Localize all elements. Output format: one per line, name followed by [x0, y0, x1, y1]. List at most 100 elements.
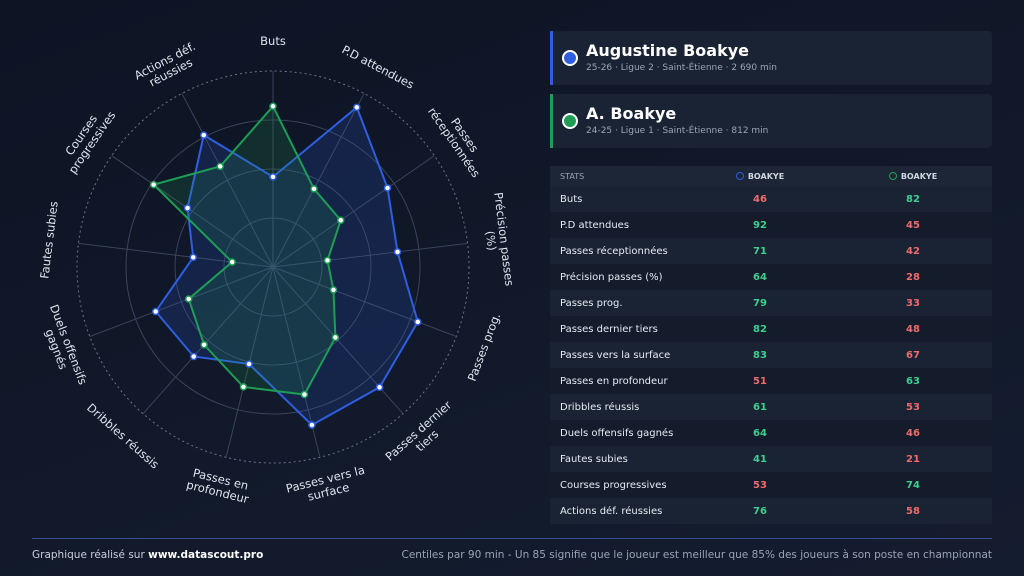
legend-entry: BOAKYE: [873, 172, 953, 181]
table-row: Courses progressives 53 74: [550, 472, 992, 498]
player-card: Augustine Boakye 25-26 · Ligue 2 · Saint-…: [550, 31, 992, 85]
stat-value: 53: [753, 480, 767, 491]
point: [228, 258, 236, 266]
credit-site[interactable]: www.datascout.pro: [148, 549, 264, 561]
table-row: P.D attendues 92 45: [550, 212, 992, 238]
table-row: Passes réceptionnées 71 42: [550, 238, 992, 264]
stat-name: Courses progressives: [560, 480, 667, 491]
point: [200, 131, 208, 139]
point: [310, 185, 318, 193]
grid-ring: [76, 70, 470, 464]
card-dot: [562, 113, 578, 129]
table-header-label: STATS: [560, 172, 585, 181]
legend-dot: [735, 172, 744, 180]
point: [308, 421, 316, 429]
stat-value: 82: [753, 324, 767, 335]
stat-value: 21: [906, 454, 920, 465]
stat-value: 74: [906, 480, 920, 491]
stat-name: Passes dernier tiers: [560, 324, 658, 335]
stat-value: 33: [906, 298, 920, 309]
point: [269, 173, 277, 181]
stat-value: 79: [753, 298, 767, 309]
table-row: Duels offensifs gagnés 64 46: [550, 420, 992, 446]
stat-value: 64: [753, 428, 767, 439]
spoke: [181, 93, 274, 268]
footer-note: Centiles par 90 min - Un 85 signifie que…: [401, 549, 993, 561]
player-details: 25-26 · Ligue 2 · Saint-Étienne · 2 690 …: [586, 63, 777, 73]
stat-name: Passes vers la surface: [560, 350, 671, 361]
stat-name: Duels offensifs gagnés: [560, 428, 674, 439]
card-accent: [550, 31, 553, 85]
point: [189, 352, 198, 361]
footer-line: [32, 538, 992, 539]
stat-value: 41: [753, 454, 767, 465]
table-row: Actions déf. réussies 76 58: [550, 498, 992, 524]
point: [375, 383, 384, 392]
credit-prefix: Graphique réalisé sur: [32, 549, 145, 561]
point: [184, 295, 193, 303]
stat-value: 76: [753, 506, 767, 517]
table-row: Passes vers la surface 83 67: [550, 342, 992, 368]
card-accent: [550, 94, 553, 148]
point: [239, 383, 248, 391]
table-header: STATS BOAKYE BOAKYE: [550, 166, 992, 186]
point: [336, 216, 345, 224]
legend-entry: BOAKYE: [720, 172, 800, 181]
series-area: [151, 104, 342, 396]
point: [200, 341, 208, 349]
stat-value: 58: [906, 506, 920, 517]
table-row: Passes en profondeur 51 63: [550, 368, 992, 394]
spoke: [89, 266, 274, 337]
point: [393, 248, 402, 256]
point: [323, 256, 332, 265]
stat-name: Passes prog.: [560, 298, 623, 309]
table-row: Précision passes (%) 64 28: [550, 264, 992, 290]
legend-dot: [888, 172, 897, 180]
legend-label: BOAKYE: [747, 172, 785, 181]
spoke: [272, 242, 468, 268]
point: [329, 286, 338, 294]
stat-value: 28: [906, 272, 920, 283]
stat-value: 63: [906, 376, 920, 387]
series-area: [154, 105, 419, 427]
point: [183, 204, 192, 212]
stat-name: Passes en profondeur: [560, 376, 668, 387]
card-dot: [562, 50, 578, 66]
stat-value: 46: [753, 194, 767, 205]
player-card: A. Boakye 24-25 · Ligue 1 · Saint-Étienne…: [550, 94, 992, 148]
point: [331, 333, 340, 342]
stat-value: 67: [906, 350, 920, 361]
table-row: Dribbles réussis 61 53: [550, 394, 992, 420]
stat-value: 48: [906, 324, 920, 335]
stat-name: Actions déf. réussies: [560, 506, 663, 517]
spoke: [111, 155, 274, 268]
table-row: Fautes subies 41 21: [550, 446, 992, 472]
stat-value: 45: [906, 220, 920, 231]
stat-name: Buts: [560, 194, 583, 205]
stat-name: P.D attendues: [560, 220, 630, 231]
stat-name: Passes réceptionnées: [560, 246, 668, 257]
stat-value: 71: [753, 246, 767, 257]
stat-value: 42: [906, 246, 920, 257]
point: [189, 253, 197, 262]
stat-name: Fautes subies: [560, 454, 628, 465]
point: [216, 162, 224, 171]
point: [383, 184, 392, 192]
player-name: A. Boakye: [586, 104, 677, 123]
point: [269, 102, 277, 111]
stat-value: 61: [753, 402, 767, 413]
stat-name: Dribbles réussis: [560, 402, 640, 413]
spoke: [272, 266, 457, 337]
point: [245, 360, 253, 368]
table-row: Buts 46 82: [550, 186, 992, 212]
footer-credit: Graphique réalisé sur www.datascout.pro: [32, 549, 263, 561]
point: [151, 307, 160, 316]
point: [414, 318, 422, 326]
table-row: Passes prog. 79 33: [550, 290, 992, 316]
player-name: Augustine Boakye: [586, 41, 749, 60]
spoke: [78, 242, 274, 268]
stat-value: 53: [906, 402, 920, 413]
point: [353, 103, 361, 112]
